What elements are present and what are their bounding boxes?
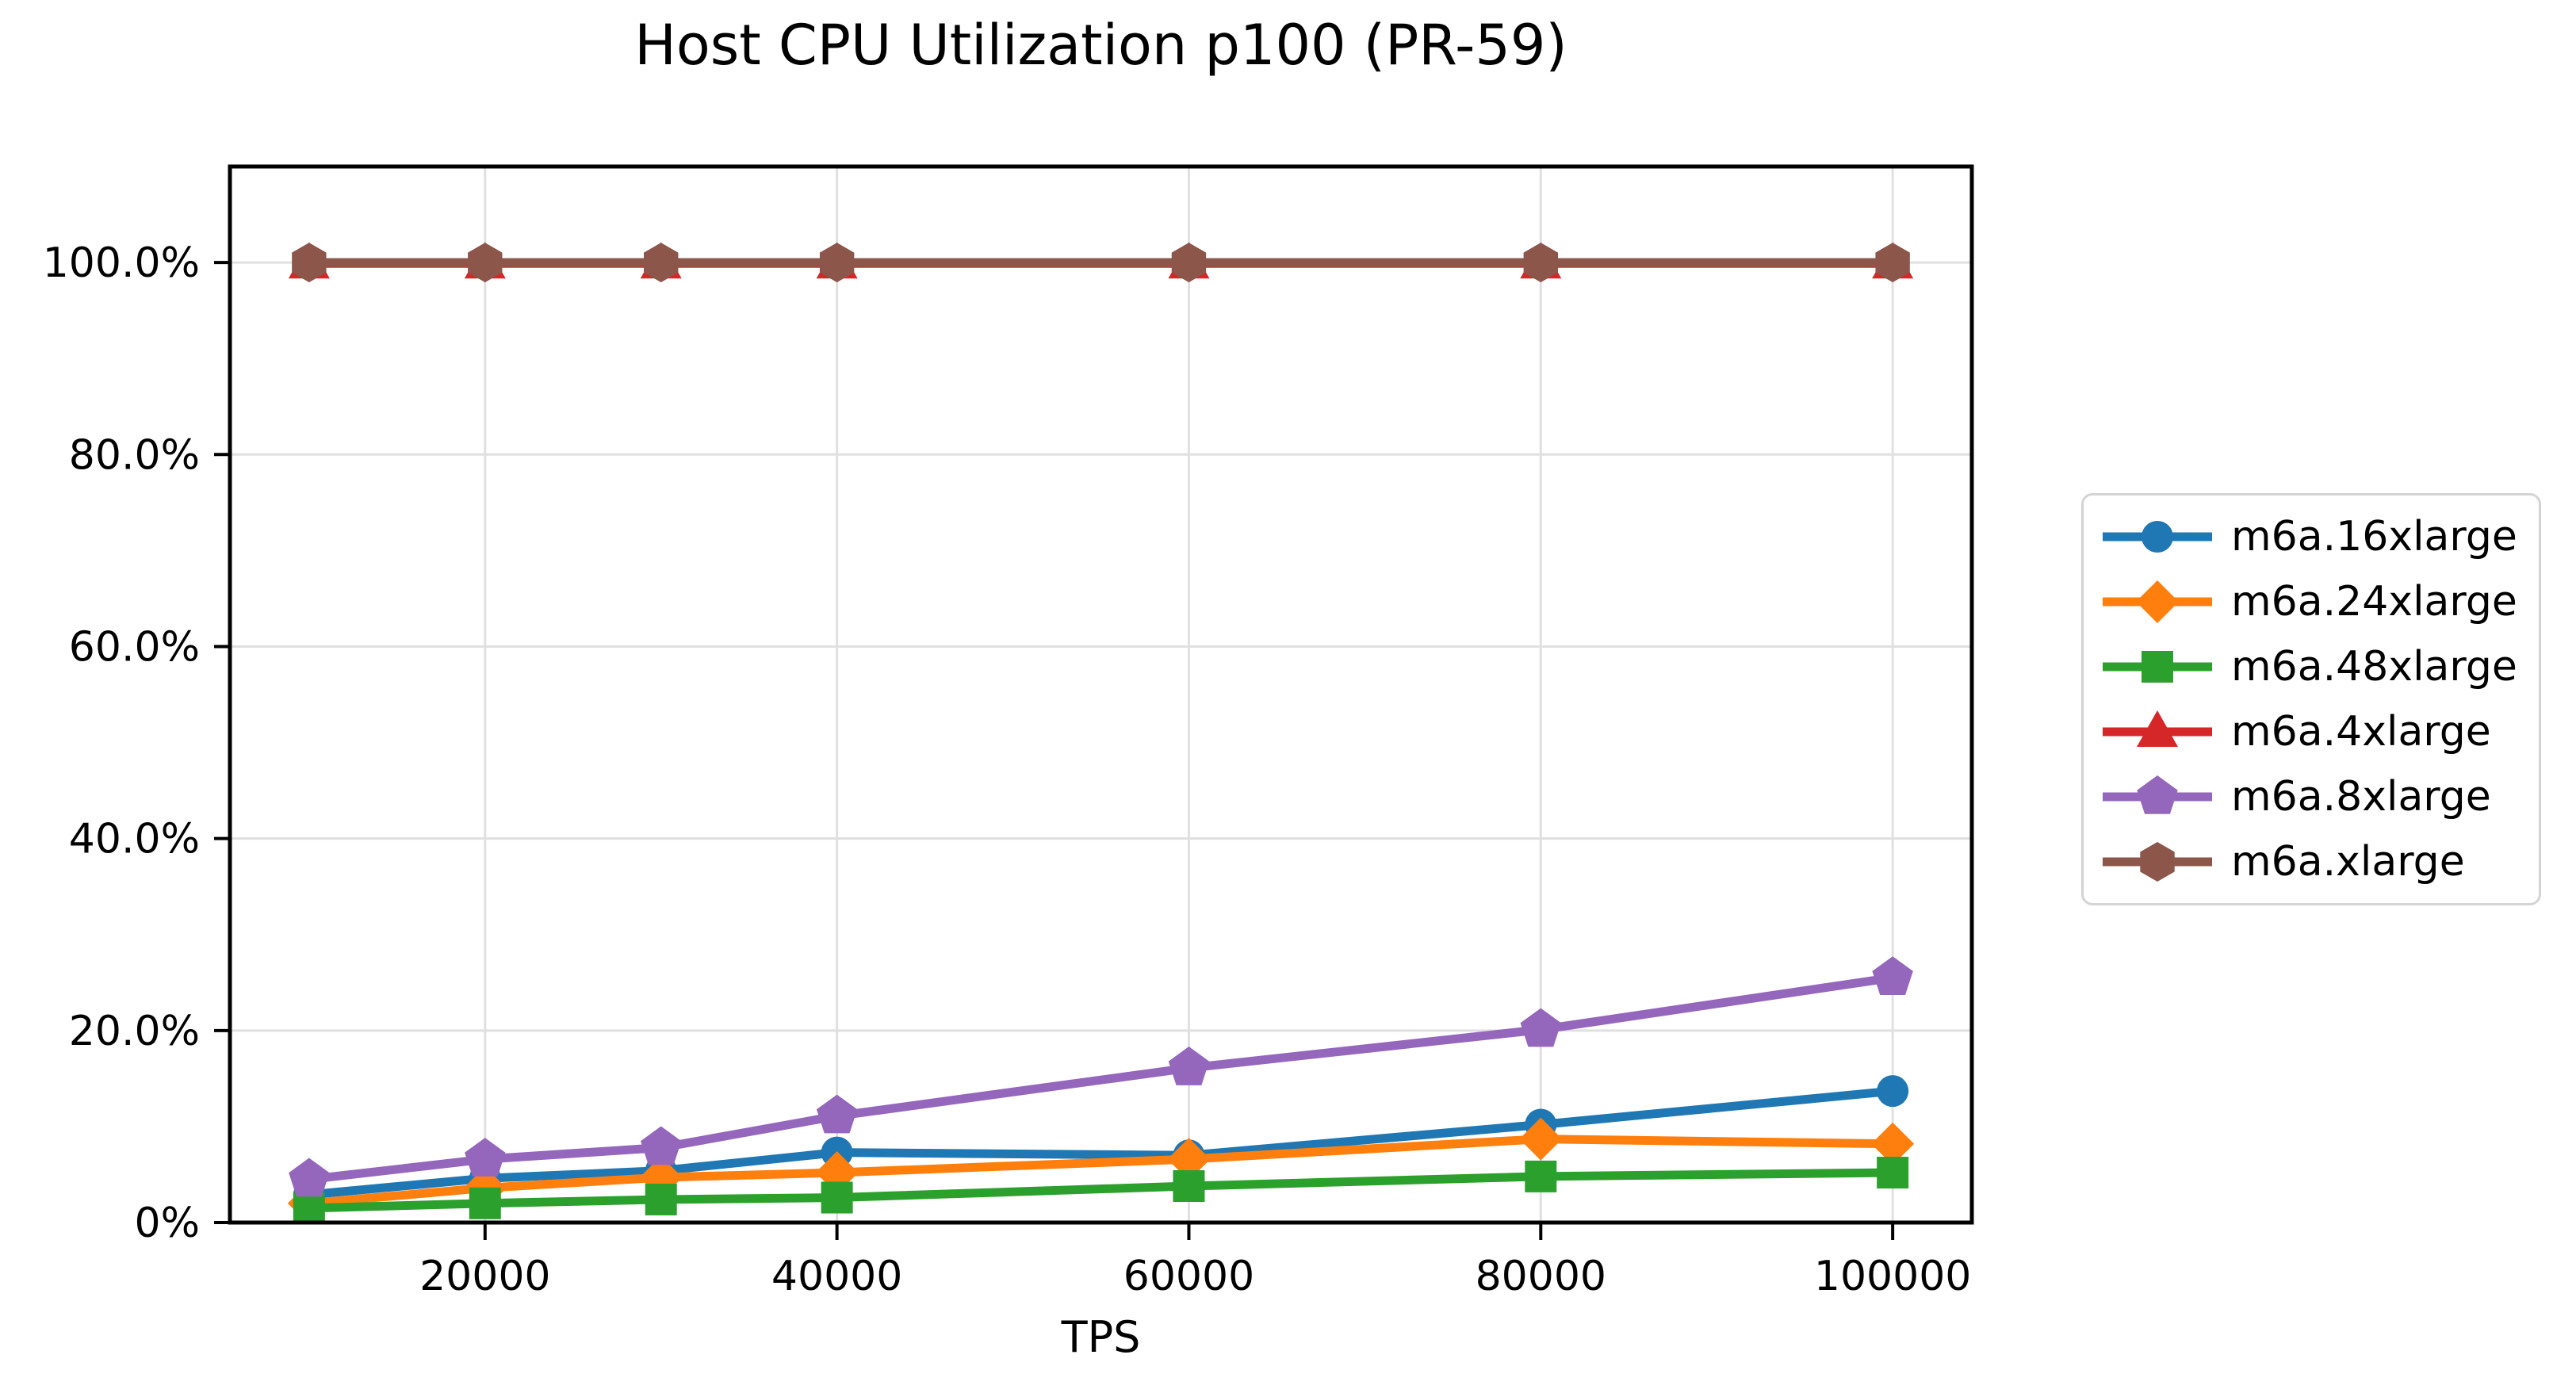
marker-m6a-8xlarge-40000 <box>816 1094 858 1134</box>
legend-swatch-square-icon <box>2103 651 2212 683</box>
legend-label: m6a.48xlarge <box>2231 643 2517 691</box>
series-m6a-8xlarge <box>289 956 1913 1197</box>
y-tick-label-40: 40.0% <box>69 816 200 863</box>
marker-m6a-8xlarge-10000 <box>289 1158 330 1197</box>
axis-ticks: 0% 20.0% 40.0% 60.0% 80.0% 100.0% 20000 40000 60… <box>43 239 1972 1300</box>
legend-marker-m6a-4xlarge <box>2137 710 2178 747</box>
marker-m6a-48xlarge-20000 <box>469 1187 501 1219</box>
legend-label: m6a.4xlarge <box>2231 708 2491 756</box>
marker-m6a-8xlarge-80000 <box>1520 1008 1561 1047</box>
legend-label: m6a.xlarge <box>2231 838 2465 886</box>
series-line-m6a-8xlarge <box>308 973 1893 1184</box>
marker-m6a-xlarge-100000 <box>1875 243 1910 283</box>
series-m6a-xlarge <box>292 243 1910 283</box>
x-tick-label-20000: 20000 <box>419 1253 550 1300</box>
y-tick-label-80: 80.0% <box>69 431 200 479</box>
legend-swatch-diamond-icon <box>2103 580 2212 623</box>
marker-m6a-48xlarge-40000 <box>821 1181 853 1214</box>
legend-marker-m6a-xlarge <box>2140 842 2175 882</box>
marker-m6a-48xlarge-80000 <box>1525 1160 1557 1192</box>
y-tick-label-20: 20.0% <box>69 1008 200 1055</box>
x-tick-label-40000: 40000 <box>771 1253 902 1300</box>
legend: m6a.16xlarge m6a.24xlarge m6a.48xlarge m6a.… <box>2081 493 2541 905</box>
marker-m6a-16xlarge-100000 <box>1877 1075 1909 1108</box>
marker-m6a-8xlarge-20000 <box>465 1138 506 1177</box>
marker-m6a-24xlarge-100000 <box>1871 1122 1915 1165</box>
legend-swatch-circle-icon <box>2103 521 2212 553</box>
y-tick-label-100: 100.0% <box>43 239 200 287</box>
y-tick-label-60: 60.0% <box>69 623 200 671</box>
marker-m6a-xlarge-40000 <box>819 243 855 283</box>
legend-label: m6a.24xlarge <box>2231 578 2517 626</box>
legend-marker-m6a-16xlarge <box>2142 521 2173 553</box>
marker-m6a-48xlarge-30000 <box>645 1183 677 1215</box>
marker-m6a-48xlarge-10000 <box>293 1192 325 1224</box>
legend-entry-m6a-16xlarge: m6a.16xlarge <box>2098 504 2524 569</box>
legend-entry-m6a-xlarge: m6a.xlarge <box>2098 829 2524 894</box>
legend-swatch-hexagon-icon <box>2103 842 2212 882</box>
marker-m6a-xlarge-60000 <box>1171 243 1207 283</box>
series-m6a-48xlarge <box>293 1157 1909 1224</box>
legend-marker-m6a-8xlarge <box>2137 775 2178 814</box>
x-axis-label: TPS <box>1061 1312 1141 1362</box>
marker-m6a-8xlarge-30000 <box>641 1126 682 1165</box>
marker-m6a-xlarge-10000 <box>292 243 327 283</box>
legend-swatch-pentagon-icon <box>2103 775 2212 814</box>
legend-swatch-triangle-up-icon <box>2103 710 2212 747</box>
marker-m6a-48xlarge-100000 <box>1877 1157 1909 1189</box>
legend-label: m6a.8xlarge <box>2231 773 2491 821</box>
legend-entry-m6a-4xlarge: m6a.4xlarge <box>2098 699 2524 764</box>
marker-m6a-xlarge-80000 <box>1523 243 1558 283</box>
legend-marker-m6a-48xlarge <box>2142 651 2173 683</box>
marker-m6a-8xlarge-60000 <box>1168 1047 1210 1085</box>
legend-entry-m6a-48xlarge: m6a.48xlarge <box>2098 634 2524 699</box>
x-tick-label-60000: 60000 <box>1123 1253 1254 1300</box>
marker-m6a-48xlarge-60000 <box>1173 1169 1205 1202</box>
series-group <box>287 242 1915 1224</box>
chart-title: Host CPU Utilization p100 (PR-59) <box>634 13 1567 78</box>
x-tick-label-80000: 80000 <box>1476 1253 1606 1300</box>
legend-entry-m6a-24xlarge: m6a.24xlarge <box>2098 569 2524 634</box>
legend-marker-m6a-24xlarge <box>2136 580 2179 623</box>
y-tick-label-0: 0% <box>135 1200 201 1247</box>
legend-entry-m6a-8xlarge: m6a.8xlarge <box>2098 764 2524 829</box>
marker-m6a-xlarge-30000 <box>644 243 679 283</box>
marker-m6a-24xlarge-80000 <box>1519 1117 1563 1161</box>
marker-m6a-24xlarge-60000 <box>1167 1138 1211 1181</box>
grid <box>230 166 1972 1223</box>
legend-label: m6a.16xlarge <box>2231 513 2517 561</box>
marker-m6a-8xlarge-100000 <box>1872 956 1913 996</box>
marker-m6a-xlarge-20000 <box>468 243 503 283</box>
axes-frame <box>228 164 1974 1225</box>
x-tick-label-100000: 100000 <box>1814 1253 1972 1300</box>
